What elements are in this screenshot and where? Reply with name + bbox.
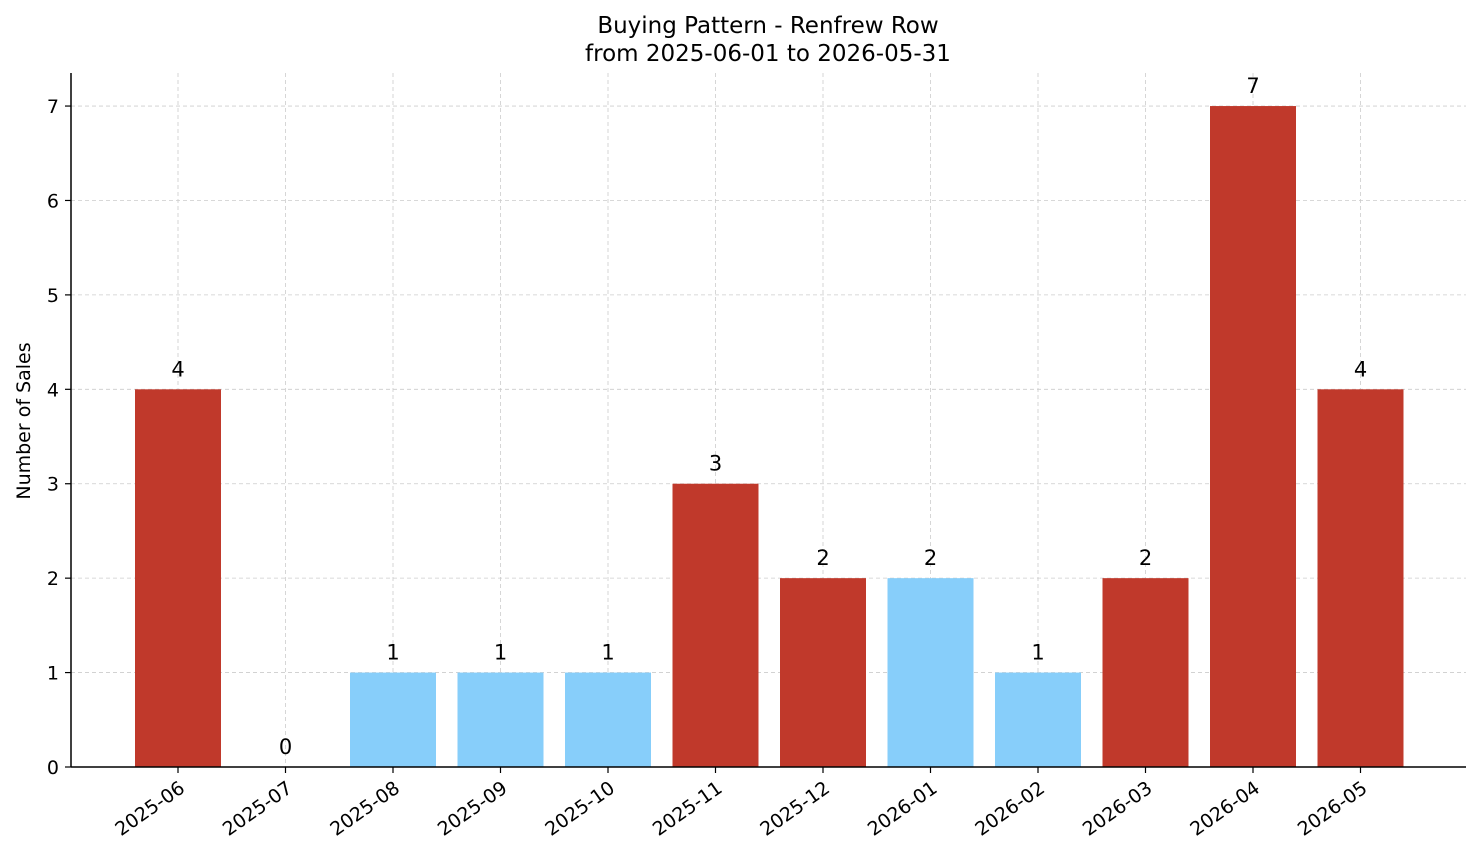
- x-tick-label: 2025-07: [219, 777, 297, 841]
- bar: [135, 389, 221, 767]
- bar-value-label: 2: [924, 546, 937, 570]
- y-tick-label: 7: [47, 96, 59, 118]
- bar: [350, 672, 436, 767]
- x-tick-label: 2025-12: [756, 777, 834, 841]
- x-tick-label: 2025-11: [649, 777, 727, 841]
- chart-subtitle: from 2025-06-01 to 2026-05-31: [585, 41, 951, 67]
- x-tick-label: 2026-04: [1186, 777, 1264, 841]
- bar-value-label: 2: [1139, 546, 1152, 570]
- bar-value-label: 4: [171, 357, 184, 381]
- x-tick-label: 2026-02: [971, 777, 1049, 841]
- bar-value-label: 1: [601, 641, 614, 665]
- x-tick-label: 2025-06: [111, 777, 189, 841]
- y-tick-label: 4: [47, 379, 59, 401]
- x-tick-label: 2025-08: [326, 777, 404, 841]
- x-tick-label: 2026-05: [1294, 777, 1372, 841]
- x-tick-label: 2026-03: [1079, 777, 1157, 841]
- bar: [887, 578, 974, 767]
- y-tick-label: 6: [47, 190, 59, 212]
- bar-value-label: 1: [1031, 641, 1044, 665]
- bar: [457, 672, 544, 767]
- bar: [1102, 578, 1189, 767]
- bar-value-label: 7: [1246, 74, 1259, 98]
- x-tick-label: 2026-01: [864, 777, 942, 841]
- y-tick-label: 0: [47, 757, 59, 779]
- bar-value-label: 1: [494, 641, 507, 665]
- x-tick-label: 2025-09: [434, 777, 512, 841]
- axes: [70, 73, 1466, 768]
- bar: [995, 672, 1081, 767]
- y-axis-label: Number of Sales: [13, 342, 35, 499]
- bar-value-label: 3: [709, 452, 722, 476]
- bar: [1210, 106, 1296, 768]
- bar: [1317, 389, 1404, 767]
- bars: [135, 106, 1404, 768]
- bar: [672, 483, 759, 767]
- bar-value-label: 2: [816, 546, 829, 570]
- bar: [780, 578, 866, 767]
- y-tick-label: 5: [47, 285, 59, 307]
- bar: [565, 672, 651, 767]
- y-tick-label: 1: [47, 663, 59, 685]
- bar-value-label: 4: [1354, 357, 1367, 381]
- value-labels: 4 0 1 1 1 3 2 2 1 2 7 4: [171, 74, 1367, 759]
- x-tick-label: 2025-10: [541, 777, 619, 841]
- bar-value-label: 1: [386, 641, 399, 665]
- bar-value-label: 0: [279, 735, 292, 759]
- y-tick-label: 2: [47, 568, 59, 590]
- y-tick-label: 3: [47, 474, 59, 496]
- chart-title: Buying Pattern - Renfrew Row: [597, 13, 938, 39]
